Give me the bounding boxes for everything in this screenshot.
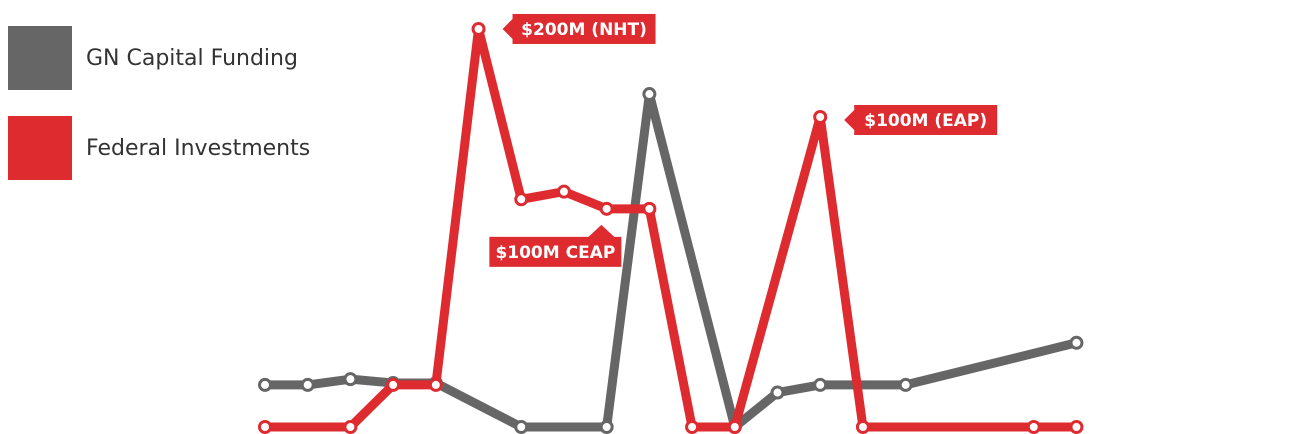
data-point-gn-capital-funding-6 [599, 420, 614, 434]
data-point-federal-investments-11 [813, 109, 828, 124]
legend-swatch-federal-investments [8, 116, 72, 180]
callout-label-3: $100M (EAP) [864, 111, 987, 131]
data-point-gn-capital-funding-5 [514, 420, 529, 434]
data-point-federal-investments-13 [1026, 420, 1041, 434]
data-point-federal-investments-14 [1069, 420, 1084, 434]
data-point-gn-capital-funding-11 [898, 377, 913, 392]
data-point-federal-investments-6 [556, 184, 571, 199]
data-point-federal-investments-0 [258, 420, 272, 434]
data-point-gn-capital-funding-12 [1069, 335, 1084, 350]
legend-label-federal-investments: Federal Investments [86, 135, 311, 161]
data-point-gn-capital-funding-10 [813, 377, 828, 392]
data-point-federal-investments-8 [642, 201, 657, 216]
legend-item-gn-capital-funding: GN Capital Funding [8, 26, 310, 90]
annotation-callout-3: $100M (EAP) [844, 104, 998, 135]
data-point-federal-investments-4 [471, 21, 486, 36]
data-point-federal-investments-12 [855, 420, 870, 434]
legend: GN Capital Funding Federal Investments [8, 26, 310, 206]
callout-pointer-2 [587, 224, 616, 238]
callout-pointer-3 [844, 108, 856, 131]
data-point-gn-capital-funding-1 [300, 377, 315, 392]
data-point-federal-investments-10 [727, 420, 742, 434]
series-line-gn-capital-funding [260, 89, 1081, 432]
data-point-federal-investments-1 [343, 420, 358, 434]
callout-pointer-1 [502, 17, 514, 40]
legend-swatch-gn-capital-funding [8, 26, 72, 90]
data-point-federal-investments-9 [685, 420, 700, 434]
annotation-callout-2: $100M CEAP [489, 224, 622, 267]
data-point-federal-investments-3 [428, 377, 443, 392]
data-point-gn-capital-funding-9 [770, 385, 785, 400]
callout-box-3 [854, 104, 998, 135]
callout-label-1: $200M (NHT) [521, 20, 647, 40]
data-point-gn-capital-funding-2 [343, 372, 358, 387]
callout-box-2 [489, 236, 622, 267]
callout-box-1 [512, 13, 656, 44]
annotation-callout-1: $200M (NHT) [502, 13, 656, 44]
legend-item-federal-investments: Federal Investments [8, 116, 310, 180]
data-point-gn-capital-funding-7 [642, 87, 657, 102]
data-point-federal-investments-7 [599, 201, 614, 216]
series-line-federal-investments [260, 24, 1081, 432]
data-point-federal-investments-5 [514, 192, 529, 207]
data-point-gn-capital-funding-0 [258, 377, 272, 392]
callout-label-2: $100M CEAP [495, 243, 615, 263]
legend-label-gn-capital-funding: GN Capital Funding [86, 45, 298, 71]
data-point-federal-investments-2 [386, 377, 401, 392]
